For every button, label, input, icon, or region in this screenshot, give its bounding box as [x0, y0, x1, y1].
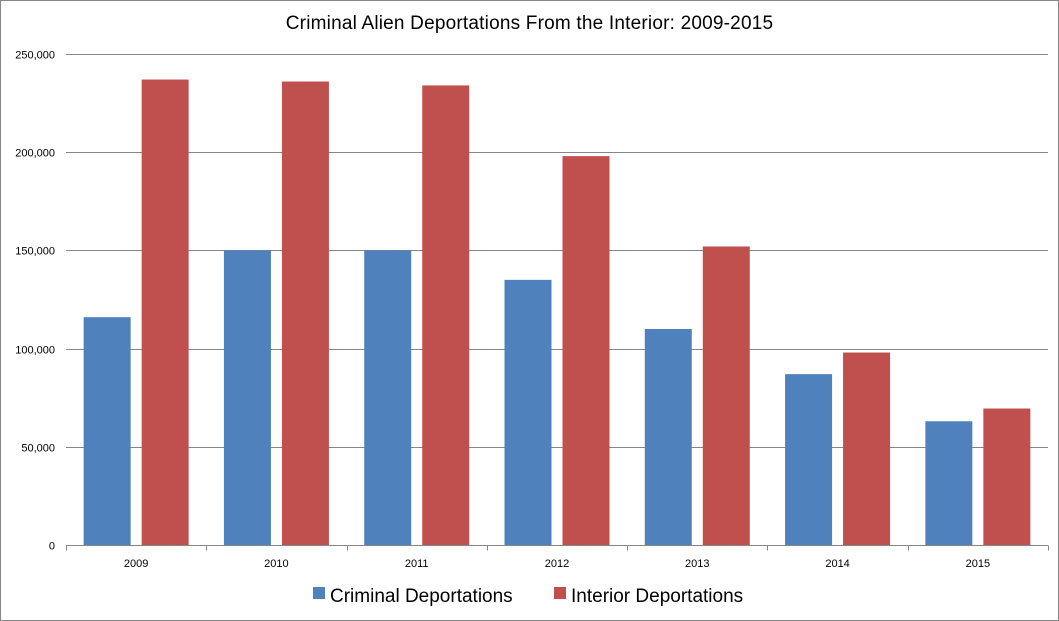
x-tick-label: 2010 [264, 558, 288, 570]
x-tick-label: 2011 [405, 558, 429, 570]
bar-interior-deportations-2011 [422, 85, 470, 545]
x-tick-label: 2009 [124, 558, 148, 570]
y-tick-label: 50,000 [21, 443, 55, 455]
bar-interior-deportations-2010 [281, 81, 329, 545]
x-tick-label: 2014 [825, 558, 849, 570]
legend-label: Criminal Deportations [330, 586, 513, 607]
bar-criminal-deportations-2014 [785, 374, 833, 545]
legend-label: Interior Deportations [571, 586, 743, 607]
y-axis-ticks: 0 50,000 100,000 150,000 200,000 250,000 [15, 50, 55, 553]
y-tick-label: 150,000 [15, 246, 55, 258]
legend-swatch [554, 587, 566, 599]
gridlines [66, 54, 1048, 448]
y-tick-label: 0 [49, 541, 55, 553]
y-tick-label: 100,000 [15, 345, 55, 357]
bar-interior-deportations-2009 [141, 79, 189, 546]
legend: Criminal Deportations Interior Deportatio… [313, 586, 743, 607]
x-tick-label: 2012 [545, 558, 569, 570]
bar-criminal-deportations-2011 [364, 250, 412, 545]
bar-criminal-deportations-2013 [644, 328, 692, 545]
legend-swatch [313, 587, 325, 599]
bar-interior-deportations-2012 [562, 156, 610, 546]
bar-criminal-deportations-2012 [504, 279, 552, 545]
bar-interior-deportations-2013 [702, 246, 750, 546]
x-axis-ticks: 2009 2010 2011 2012 2013 2014 2015 [66, 545, 1049, 570]
bar-criminal-deportations-2010 [223, 250, 271, 545]
y-tick-label: 250,000 [15, 50, 55, 62]
bars [83, 79, 1031, 546]
bar-interior-deportations-2015 [983, 408, 1031, 545]
y-tick-label: 200,000 [15, 148, 55, 160]
x-tick-label: 2013 [685, 558, 709, 570]
x-tick-label: 2015 [966, 558, 990, 570]
bar-interior-deportations-2014 [843, 352, 891, 545]
bar-criminal-deportations-2009 [83, 317, 131, 545]
chart-title: Criminal Alien Deportations From the Int… [285, 13, 774, 34]
bar-criminal-deportations-2015 [925, 421, 973, 545]
